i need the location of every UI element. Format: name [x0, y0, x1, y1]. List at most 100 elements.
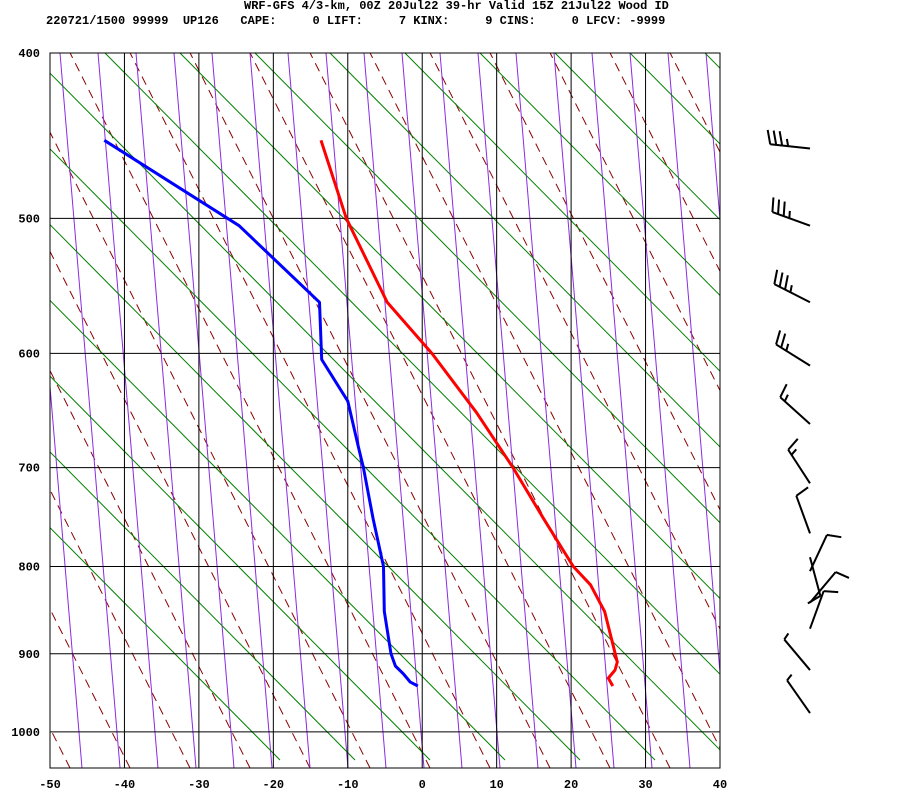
barb-full	[784, 275, 789, 290]
wind-barb	[809, 533, 842, 572]
pressure-tick-label: 600	[18, 347, 40, 361]
moist-adiabat	[50, 380, 83, 768]
barb-staff	[786, 679, 811, 714]
moist-adiabat	[629, 53, 691, 768]
barb-half	[785, 138, 790, 147]
moist-adiabat	[59, 53, 121, 768]
mixing-ratio-line	[554, 53, 720, 221]
dry-adiabat	[129, 53, 491, 768]
profiles	[103, 139, 619, 688]
barb-half	[788, 210, 791, 219]
moist-adiabat	[97, 53, 159, 768]
moist-adiabat	[477, 53, 539, 768]
mixing-ratio-line	[50, 223, 581, 761]
moist-adiabat	[401, 53, 463, 768]
barb-full	[779, 383, 788, 398]
x-tick-label: -50	[39, 778, 61, 792]
barb-staff	[787, 449, 811, 484]
background-lines	[0, 13, 900, 768]
barb-full	[777, 199, 781, 215]
pressure-tick-label: 800	[18, 561, 40, 575]
wind-barb	[809, 571, 850, 604]
wind-barb	[787, 438, 811, 484]
x-tick-label: -10	[337, 778, 359, 792]
sounding-indices-line: 220721/1500 99999 UP126 CAPE: 0 LIFT: 7 …	[46, 14, 666, 28]
wind-barb	[795, 486, 811, 534]
dry-adiabat	[369, 53, 720, 750]
dry-adiabat	[0, 13, 10, 768]
barb-full	[778, 272, 784, 288]
barb-full	[778, 131, 784, 146]
barb-staff	[809, 534, 828, 572]
wind-barb	[771, 197, 811, 227]
dry-adiabat	[50, 250, 311, 768]
barb-half	[789, 284, 793, 293]
dry-adiabat	[189, 53, 551, 768]
moist-adiabat	[591, 53, 653, 768]
barb-full	[826, 533, 842, 539]
barb-full	[823, 590, 839, 594]
dry-adiabat	[549, 53, 720, 392]
dry-adiabat	[50, 369, 251, 768]
moist-adiabat	[553, 53, 615, 768]
wind-barb	[786, 674, 811, 714]
dry-adiabat	[770, 13, 900, 768]
mixing-ratio-line	[50, 375, 431, 761]
dry-adiabat	[50, 607, 131, 768]
dry-adiabat	[249, 53, 611, 768]
mixing-ratio-line	[104, 53, 720, 675]
barb-half	[783, 632, 790, 640]
mixing-ratio-line	[179, 53, 720, 600]
x-tick-label: -20	[263, 778, 285, 792]
chart-title-line-1: WRF-GFS 4/3-km, 00Z 20Jul22 39-hr Valid …	[244, 0, 669, 13]
dry-adiabat	[669, 53, 720, 154]
barb-half	[783, 394, 789, 402]
x-tick-label: 0	[419, 778, 426, 792]
moist-adiabat	[211, 53, 273, 768]
barb-full	[771, 197, 775, 213]
barb-staff	[809, 571, 837, 604]
barb-full	[773, 269, 779, 285]
barb-staff	[772, 211, 811, 227]
dry-adiabat	[50, 488, 191, 768]
mixing-ratio-line	[50, 526, 281, 761]
barb-full	[787, 438, 799, 451]
moist-adiabat	[515, 53, 577, 768]
mixing-ratio-line	[704, 53, 720, 69]
dry-adiabat	[710, 13, 900, 768]
wind-barbs	[766, 129, 850, 714]
mixing-ratio-line	[50, 148, 656, 761]
dewpoint-profile	[103, 139, 419, 688]
barb-full	[835, 571, 850, 579]
pressure-tick-label: 900	[18, 648, 40, 662]
barb-staff	[809, 556, 822, 597]
wind-barb	[783, 632, 811, 671]
x-tick-label: -40	[114, 778, 136, 792]
axis-labels: -50 -40 -30 -20 -10 0 10 20 30 40 400 500 600 700 800 9…	[11, 47, 727, 792]
mixing-ratio-line	[50, 451, 356, 761]
moist-adiabat	[287, 53, 349, 768]
pressure-tick-label: 700	[18, 462, 40, 476]
wind-barb	[773, 269, 811, 304]
dry-adiabat	[309, 53, 671, 768]
pressure-tick-label: 500	[18, 212, 40, 226]
barb-staff	[773, 283, 811, 304]
barb-full	[795, 486, 809, 497]
mixing-ratio-line	[404, 53, 720, 372]
x-tick-label: 20	[564, 778, 578, 792]
temperature-profile	[319, 139, 619, 687]
barb-full	[782, 201, 786, 217]
barb-staff	[775, 343, 811, 367]
plot-frame	[49, 52, 721, 769]
wind-barb	[779, 383, 811, 425]
barb-half	[785, 343, 790, 352]
moist-adiabat	[173, 53, 235, 768]
x-tick-label: 30	[638, 778, 652, 792]
moist-adiabat	[667, 53, 720, 679]
barb-staff	[809, 590, 825, 630]
mixing-ratio-line	[479, 53, 720, 297]
moist-adiabat	[705, 53, 720, 226]
barb-full	[772, 130, 778, 146]
x-tick-label: -30	[188, 778, 210, 792]
